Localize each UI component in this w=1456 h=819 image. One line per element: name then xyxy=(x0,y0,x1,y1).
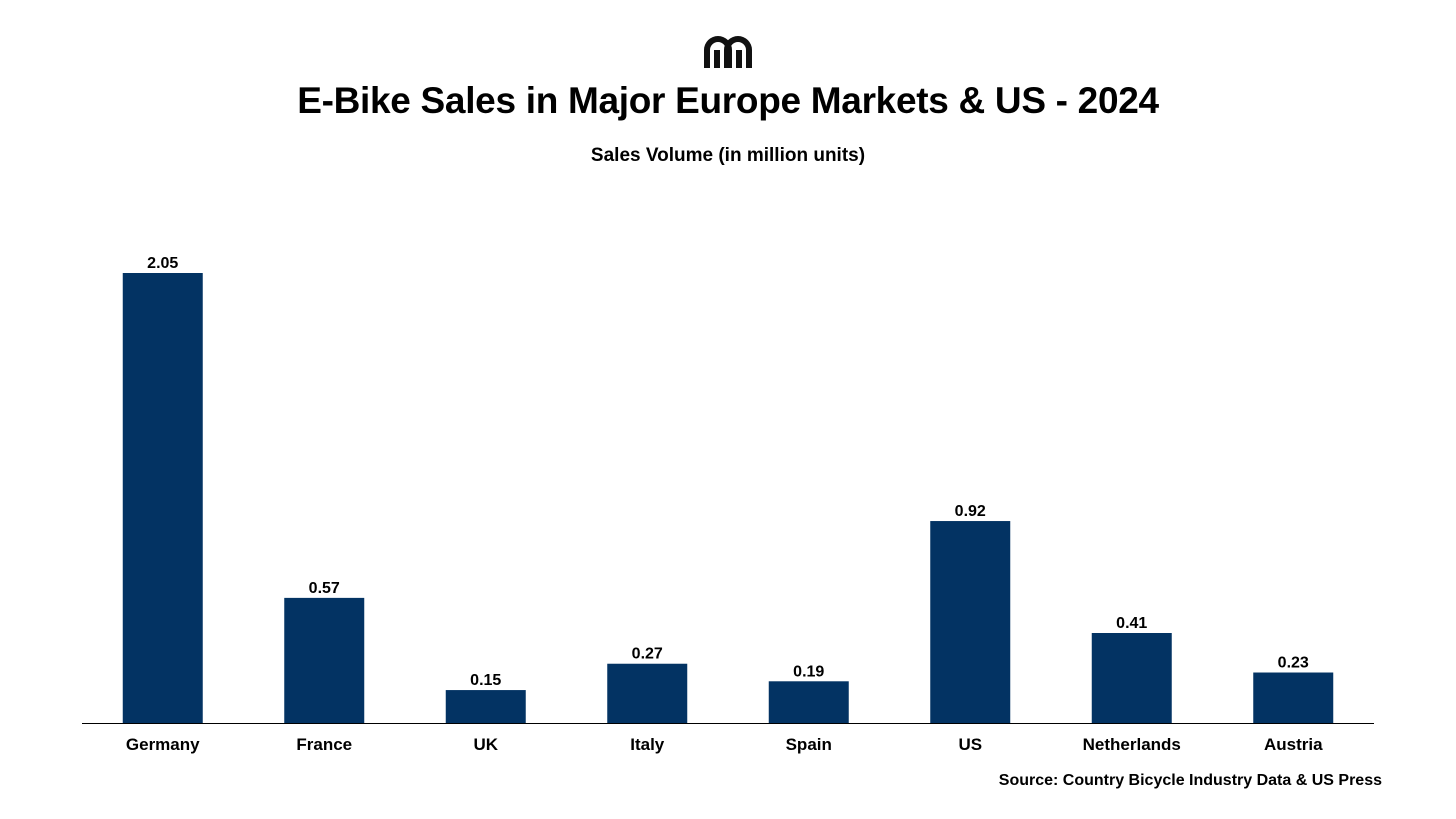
data-label-austria: 0.23 xyxy=(1278,655,1309,672)
x-tick-label-germany: Germany xyxy=(126,735,200,754)
x-tick-label-spain: Spain xyxy=(786,735,832,754)
bar-uk xyxy=(445,690,526,723)
bar-france xyxy=(284,597,365,723)
bar-italy xyxy=(607,663,688,723)
bar-austria xyxy=(1253,672,1334,723)
data-label-spain: 0.19 xyxy=(793,663,824,680)
x-tick-label-austria: Austria xyxy=(1264,735,1323,754)
bar-us xyxy=(930,521,1011,723)
x-tick-label-uk: UK xyxy=(473,735,498,754)
x-tick-label-italy: Italy xyxy=(630,735,665,754)
data-label-uk: 0.15 xyxy=(470,672,501,689)
chart-title: E-Bike Sales in Major Europe Markets & U… xyxy=(297,80,1159,121)
chart-subtitle: Sales Volume (in million units) xyxy=(590,145,866,166)
brand-logo-icon xyxy=(704,36,752,68)
data-label-us: 0.92 xyxy=(955,503,986,520)
bar-germany xyxy=(122,273,203,723)
data-label-france: 0.57 xyxy=(309,580,340,597)
source-note: Source: Country Bicycle Industry Data & … xyxy=(998,772,1382,789)
data-label-netherlands: 0.41 xyxy=(1116,615,1147,632)
x-tick-label-france: France xyxy=(296,735,352,754)
x-tick-label-netherlands: Netherlands xyxy=(1083,735,1181,754)
bar-netherlands xyxy=(1091,633,1172,723)
bar-spain xyxy=(768,681,849,723)
data-label-germany: 2.05 xyxy=(147,255,178,272)
data-label-italy: 0.27 xyxy=(632,646,663,663)
x-tick-label-us: US xyxy=(958,735,982,754)
